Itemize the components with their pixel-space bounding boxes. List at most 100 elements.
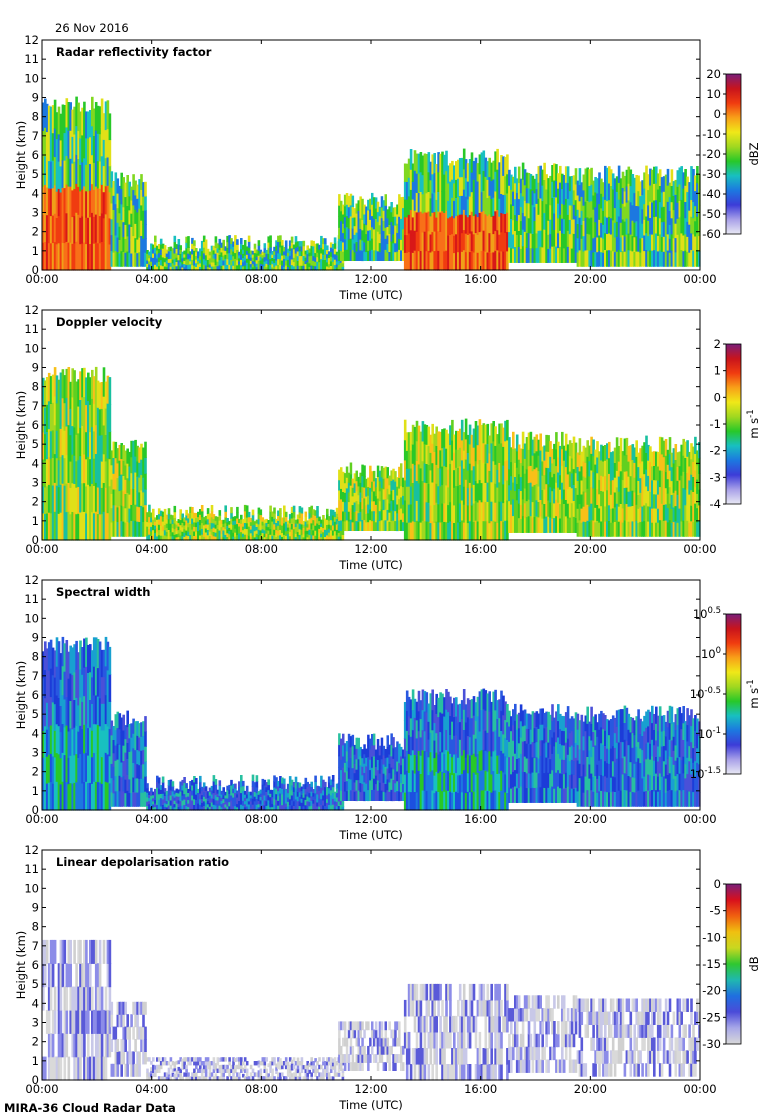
cell [623, 221, 627, 237]
cell [173, 264, 177, 271]
cell [621, 171, 625, 188]
cell [110, 777, 114, 793]
cell [629, 234, 633, 251]
cell [238, 260, 241, 265]
cell [572, 189, 576, 205]
cell [122, 760, 125, 777]
cell [134, 455, 137, 473]
cell [61, 214, 65, 243]
cell [228, 264, 231, 271]
cell [112, 237, 116, 253]
cell [606, 474, 609, 491]
cell [343, 511, 347, 522]
cell [98, 753, 102, 783]
cell [684, 520, 687, 537]
cell [92, 403, 96, 432]
cell [592, 194, 595, 210]
cell [47, 726, 51, 755]
cell [169, 254, 173, 259]
cell [279, 524, 282, 530]
cell [275, 250, 278, 256]
cell [435, 199, 438, 218]
cell [257, 507, 261, 514]
cell [134, 223, 137, 239]
cell [284, 525, 288, 532]
cell [65, 397, 69, 427]
cell [204, 249, 208, 256]
cell [557, 202, 560, 219]
cell [44, 781, 47, 811]
cell [435, 521, 438, 541]
cell [576, 223, 580, 239]
cell [193, 793, 196, 800]
cell [79, 399, 82, 429]
cell [539, 515, 542, 533]
cell [55, 402, 59, 431]
cell [486, 520, 490, 541]
cell [322, 248, 325, 255]
cell [539, 214, 542, 231]
cell [425, 192, 429, 213]
cell [598, 234, 601, 252]
cell [71, 425, 74, 455]
cell [75, 241, 78, 271]
cell [374, 197, 378, 209]
cell [515, 234, 519, 249]
cell [191, 254, 194, 260]
cell [559, 489, 562, 505]
cell [308, 248, 311, 253]
cell [91, 398, 94, 428]
cell [171, 795, 175, 801]
cell [154, 532, 157, 537]
cell [251, 534, 255, 541]
cell [382, 467, 386, 479]
cell [674, 208, 678, 224]
cell [300, 241, 304, 247]
cell [214, 247, 218, 254]
cell [480, 172, 484, 193]
cell [531, 204, 535, 220]
cell [292, 505, 296, 512]
cell [134, 735, 137, 751]
cell [294, 241, 298, 248]
cell [443, 193, 446, 213]
cell [185, 801, 188, 807]
cell [91, 212, 94, 242]
cell [335, 523, 339, 530]
cell [696, 507, 699, 523]
cell [159, 249, 163, 255]
cell [185, 247, 188, 254]
cell [183, 788, 186, 795]
cell [120, 458, 123, 475]
cell [216, 806, 220, 811]
cell [134, 251, 137, 267]
cell [44, 486, 47, 514]
cell [279, 264, 282, 271]
cell [42, 458, 45, 487]
cell [466, 522, 470, 541]
cell [365, 487, 368, 497]
cell [85, 723, 88, 754]
cell [613, 178, 617, 194]
cell [120, 474, 123, 491]
cell [197, 266, 200, 271]
cell [547, 192, 550, 207]
cell [592, 520, 595, 537]
cell [77, 186, 80, 215]
cell [204, 794, 208, 799]
cell [308, 266, 311, 271]
cell [609, 185, 613, 203]
cell [245, 534, 249, 541]
cell [355, 222, 358, 233]
cell [338, 216, 341, 228]
cell [363, 251, 366, 261]
cell [506, 500, 509, 521]
cell [308, 259, 311, 264]
cell [512, 205, 515, 221]
cell [602, 238, 605, 253]
cell [140, 792, 143, 807]
cell [292, 511, 296, 518]
cell [57, 781, 61, 811]
cell [316, 247, 319, 253]
cell [102, 703, 106, 731]
